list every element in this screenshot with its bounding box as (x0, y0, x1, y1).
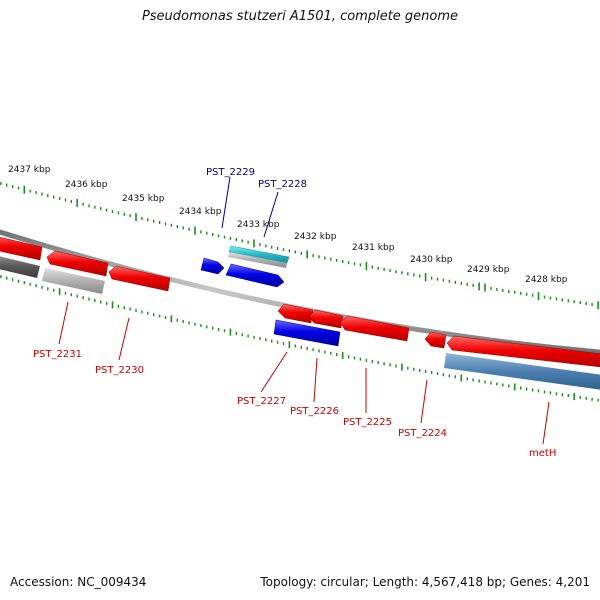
cds-pst-2225[interactable] (340, 316, 409, 341)
label-pst-2228[interactable]: PST_2228 (258, 179, 307, 190)
scale-label-2436: 2436 kbp (65, 180, 108, 190)
leader-pst-2229 (222, 177, 230, 228)
cds-blue-small[interactable] (201, 258, 224, 274)
scale-label-2429: 2429 kbp (467, 265, 510, 275)
scale-label-2432: 2432 kbp (294, 232, 337, 242)
label-pst-2231[interactable]: PST_2231 (33, 349, 82, 360)
label-pst-2225[interactable]: PST_2225 (343, 417, 392, 428)
scale-label-2437: 2437 kbp (8, 165, 51, 175)
cds-pst-2227[interactable] (278, 304, 313, 323)
label-pst-2226[interactable]: PST_2226 (290, 406, 339, 417)
cds-pst-2226[interactable] (309, 310, 343, 328)
label-pst-2227[interactable]: PST_2227 (237, 396, 286, 407)
leader-pst-2231 (59, 302, 68, 344)
label-meth[interactable]: metH (529, 448, 556, 459)
genome-map: 2437 kbp 2436 kbp 2435 kbp 2434 kbp 2433… (0, 0, 600, 600)
leader-pst-2227 (261, 352, 287, 392)
scale-label-2430: 2430 kbp (410, 255, 453, 265)
label-pst-2230[interactable]: PST_2230 (95, 365, 144, 376)
genome-summary-text: Topology: circular; Length: 4,567,418 bp… (260, 575, 590, 589)
cds-pst-2224[interactable] (425, 332, 446, 348)
scale-label-2428: 2428 kbp (525, 275, 568, 285)
forward-strand-features (201, 246, 289, 287)
label-pst-2224[interactable]: PST_2224 (398, 428, 447, 439)
leader-pst-2226 (314, 358, 317, 402)
leader-meth (543, 402, 549, 444)
leader-pst-2230 (119, 318, 129, 360)
genome-map-stage: Pseudomonas stutzeri A1501, complete gen… (0, 0, 600, 600)
cds-pst-2228[interactable] (226, 264, 284, 287)
leader-pst-2228 (264, 192, 278, 237)
scale-label-2431: 2431 kbp (352, 243, 395, 253)
leader-pst-2224 (421, 380, 427, 423)
scale-label-2433: 2433 kbp (237, 220, 280, 230)
label-pst-2229[interactable]: PST_2229 (206, 167, 255, 178)
scale-label-2434: 2434 kbp (179, 207, 222, 217)
scale-label-2435: 2435 kbp (122, 194, 165, 204)
accession-text: Accession: NC_009434 (10, 575, 146, 589)
